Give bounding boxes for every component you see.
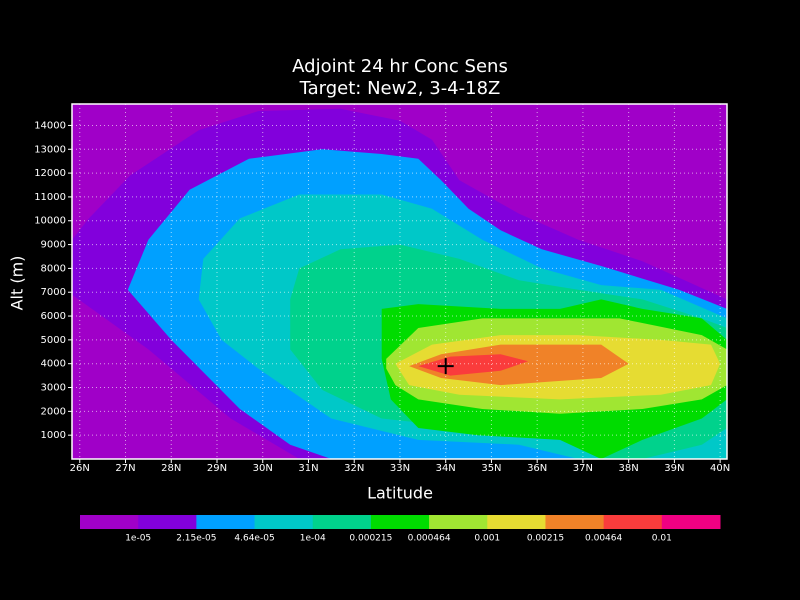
chart-title: Adjoint 24 hr Conc Sens	[292, 56, 508, 77]
colorbar-swatch	[138, 515, 197, 529]
x-axis-label: Latitude	[367, 484, 433, 503]
colorbar-swatch	[545, 515, 605, 529]
colorbar-label: 0.000464	[408, 534, 451, 544]
colorbar-swatch	[254, 515, 314, 529]
y-axis-label: Alt (m)	[8, 256, 27, 311]
x-tick-label: 32N	[344, 463, 364, 474]
colorbar-swatch	[370, 515, 430, 529]
y-tick-label: 6000	[41, 311, 66, 322]
y-tick-label: 7000	[41, 287, 66, 298]
colorbar-swatch	[661, 515, 721, 529]
colorbar-label: 0.00464	[585, 534, 622, 544]
colorbar-label: 2.15e-05	[176, 534, 216, 544]
target-marker	[437, 358, 454, 375]
y-tick-label: 10000	[34, 216, 66, 227]
x-tick-label: 33N	[390, 463, 410, 474]
y-tick-label: 1000	[41, 430, 66, 441]
x-tick-label: 30N	[253, 463, 273, 474]
colorbar-label: 0.01	[652, 534, 672, 544]
x-tick-label: 31N	[298, 463, 318, 474]
x-tick-label: 38N	[619, 463, 639, 474]
y-tick-label: 9000	[41, 240, 66, 251]
chart-subtitle: Target: New2, 3-4-18Z	[299, 78, 501, 99]
colorbar-swatch	[429, 515, 488, 529]
colorbar-label: 0.001	[474, 534, 500, 544]
colorbar-label: 1e-04	[300, 534, 326, 544]
colorbar-label: 4.64e-05	[234, 534, 274, 544]
x-tick-label: 36N	[527, 463, 547, 474]
x-tick-label: 28N	[161, 463, 181, 474]
y-tick-label: 3000	[41, 383, 66, 394]
y-tick-label: 8000	[41, 263, 66, 274]
colorbar-swatch	[312, 515, 372, 529]
colorbar-label: 0.000215	[349, 534, 392, 544]
x-tick-label: 40N	[710, 463, 730, 474]
colorbar-swatch	[603, 515, 663, 529]
contour-region	[409, 344, 629, 386]
x-tick-label: 26N	[70, 463, 90, 474]
y-tick-label: 14000	[34, 120, 66, 131]
x-tick-label: 27N	[115, 463, 135, 474]
y-tick-label: 5000	[41, 335, 66, 346]
colorbar-label: 0.00215	[527, 534, 564, 544]
x-tick-label: 35N	[481, 463, 501, 474]
y-tick-label: 13000	[34, 144, 66, 155]
colorbar-swatch	[80, 515, 139, 529]
y-tick-label: 4000	[41, 359, 66, 370]
x-tick-label: 37N	[573, 463, 593, 474]
x-tick-label: 39N	[664, 463, 684, 474]
colorbar-label: 1e-05	[125, 534, 151, 544]
x-tick-label: 34N	[436, 463, 456, 474]
y-tick-label: 11000	[34, 192, 66, 203]
x-tick-label: 29N	[207, 463, 227, 474]
y-tick-label: 2000	[41, 406, 66, 417]
colorbar-swatch	[487, 515, 546, 529]
y-tick-label: 12000	[34, 168, 66, 179]
colorbar-swatch	[196, 515, 256, 529]
